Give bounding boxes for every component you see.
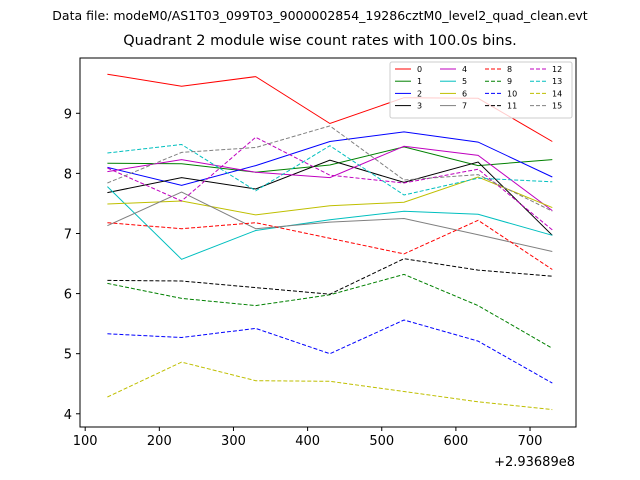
y-tick-label: 7 — [64, 227, 72, 242]
x-tick-label: 200 — [147, 434, 172, 449]
legend-label-8: 8 — [507, 65, 512, 74]
legend-label-0: 0 — [417, 65, 422, 74]
series-line-13 — [107, 143, 553, 196]
series-line-9 — [107, 273, 553, 349]
series-line-3 — [107, 159, 553, 236]
x-tick-label: 600 — [443, 434, 468, 449]
series-line-14 — [107, 361, 553, 411]
plot-area — [80, 58, 576, 427]
series-line-11 — [107, 258, 553, 295]
series-line-7 — [107, 191, 553, 252]
legend-label-14: 14 — [552, 89, 562, 98]
x-tick-label: 100 — [73, 434, 98, 449]
legend-label-11: 11 — [507, 102, 517, 111]
series-line-2 — [107, 131, 553, 186]
series-line-12 — [107, 136, 553, 231]
legend-label-15: 15 — [552, 102, 562, 111]
legend-label-1: 1 — [417, 77, 422, 86]
chart-title: Quadrant 2 module wise count rates with … — [123, 33, 517, 49]
legend-label-7: 7 — [462, 102, 467, 111]
legend-label-2: 2 — [417, 89, 422, 98]
series-line-1 — [107, 146, 553, 173]
x-tick-label: 700 — [518, 434, 543, 449]
x-tick-label: 500 — [369, 434, 394, 449]
x-tick-label: 400 — [295, 434, 320, 449]
x-tick-label: 300 — [221, 434, 246, 449]
legend-label-9: 9 — [507, 77, 512, 86]
y-tick-label: 4 — [64, 408, 72, 423]
series-line-15 — [107, 125, 553, 212]
y-tick-label: 6 — [64, 288, 72, 303]
legend-label-3: 3 — [417, 102, 422, 111]
legend-label-5: 5 — [462, 77, 467, 86]
series-line-5 — [107, 186, 553, 260]
legend-label-13: 13 — [552, 77, 562, 86]
legend-label-4: 4 — [462, 65, 467, 74]
legend-label-6: 6 — [462, 89, 467, 98]
series-line-4 — [107, 145, 553, 212]
series-line-8 — [107, 219, 553, 270]
x-offset-label: +2.93689e8 — [494, 455, 575, 470]
legend-box — [389, 61, 573, 119]
x-axis: 100 200 300 400 500 600 700 — [73, 427, 543, 449]
y-tick-label: 5 — [64, 348, 72, 363]
data-file-suptitle: Data file: modeM0/AS1T03_099T03_90000028… — [52, 8, 588, 23]
legend-label-10: 10 — [507, 89, 517, 98]
y-tick-label: 9 — [64, 107, 72, 122]
y-tick-label: 8 — [64, 167, 72, 182]
series-layer — [107, 73, 553, 411]
legend-label-12: 12 — [552, 65, 562, 74]
series-line-10 — [107, 319, 553, 384]
y-axis: 4 5 6 7 8 9 — [64, 107, 80, 423]
axes-frame — [79, 57, 577, 428]
